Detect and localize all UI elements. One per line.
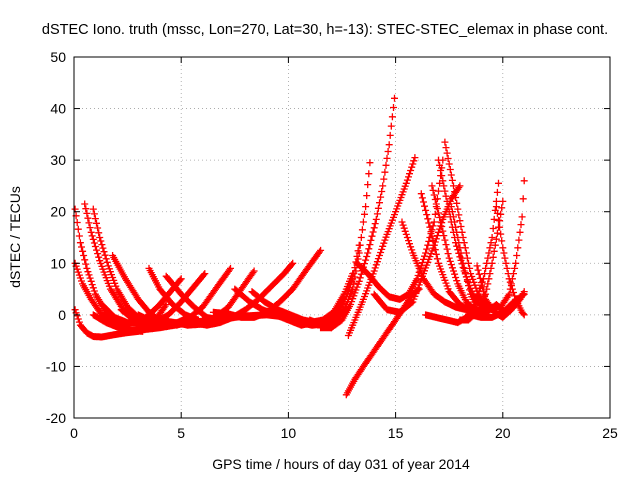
x-tick-label: 25: [602, 425, 618, 441]
plot-frame: [73, 56, 611, 419]
data-markers: [467, 290, 528, 321]
x-tick-label: 15: [388, 425, 404, 441]
data-markers: [317, 94, 398, 332]
chart-title: dSTEC Iono. truth (mssc, Lon=270, Lat=30…: [42, 22, 608, 38]
x-tick-label: 5: [177, 425, 185, 441]
data-markers: [353, 156, 447, 303]
data-markers: [488, 177, 528, 311]
data-points: [71, 94, 528, 399]
data-series: [441, 138, 500, 311]
data-series: [81, 200, 151, 332]
data-series: [467, 290, 528, 321]
data-markers: [441, 138, 500, 311]
data-series: [398, 218, 470, 314]
y-tick-label: 0: [58, 307, 66, 323]
y-tick-label: -20: [46, 410, 66, 426]
axis-ticks: 0 5 10 15 20 25 -20 -10 0 10 20 30 40 50: [46, 49, 618, 441]
data-markers: [398, 218, 470, 314]
x-axis-label: GPS time / hours of day 031 of year 2014: [212, 456, 470, 472]
data-series: [317, 94, 398, 332]
y-tick-label: 50: [50, 49, 66, 65]
y-tick-label: -10: [46, 358, 66, 374]
data-markers: [81, 200, 151, 332]
y-axis-label: dSTEC / TECUs: [7, 186, 23, 288]
y-tick-label: 20: [50, 204, 66, 220]
y-tick-label: 30: [50, 152, 66, 168]
y-tick-label: 40: [50, 101, 66, 117]
x-tick-label: 20: [495, 425, 511, 441]
y-tick-label: 10: [50, 255, 66, 271]
data-series: [488, 177, 528, 311]
x-tick-label: 0: [70, 425, 78, 441]
x-tick-label: 10: [281, 425, 297, 441]
grid-lines: [74, 57, 610, 418]
data-series: [353, 156, 447, 303]
